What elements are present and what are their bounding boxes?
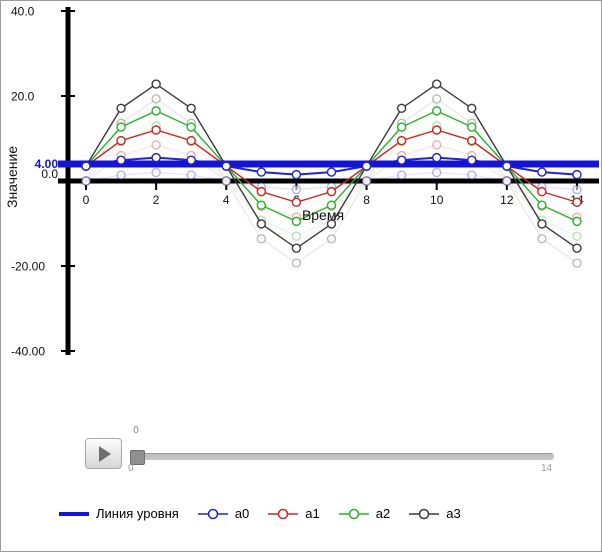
x-tick-label: 2	[153, 193, 160, 207]
x-tick-label: 4	[223, 193, 230, 207]
legend-item-a2: a2	[337, 506, 390, 521]
legend-item-a0: a0	[196, 506, 249, 521]
y-tick-label: 20.0	[11, 90, 35, 104]
y-tick-label: -20.00	[11, 260, 45, 274]
slider-min-label: 0	[128, 463, 134, 474]
slider-track[interactable]	[131, 453, 554, 460]
x-tick-label: 8	[363, 193, 370, 207]
slider-value-label: 0	[133, 425, 139, 436]
y-tick-label: -40.00	[11, 345, 45, 359]
x-tick-label: 10	[430, 193, 444, 207]
level-line-value-label: 4.00	[35, 157, 59, 171]
legend-label: a0	[234, 506, 250, 521]
series-marker-icon	[197, 508, 228, 519]
series-marker-icon	[338, 508, 369, 519]
y-axis-title: Значение	[4, 146, 20, 208]
legend-item-level-line: Линия уровня	[57, 506, 179, 521]
legend-item-a1: a1	[266, 506, 320, 521]
slider-max-label: 14	[541, 463, 553, 474]
chart-canvas: 40.020.00.0-20.00-40.00024681012144.00Вр…	[4, 5, 599, 359]
y-tick-label: 0.0	[41, 167, 58, 181]
legend-label: a3	[446, 506, 461, 521]
play-icon	[99, 445, 111, 462]
legend-label: Линия уровня	[96, 506, 179, 521]
legend: Линия уровня a0 a1 a2 a3	[57, 506, 461, 521]
play-button[interactable]	[85, 438, 122, 469]
legend-item-a3: a3	[407, 506, 461, 521]
x-tick-label: 0	[83, 193, 90, 207]
legend-label: a2	[375, 506, 391, 521]
y-tick-label: 40.0	[11, 5, 35, 19]
legend-label: a1	[305, 506, 320, 521]
level-line-swatch-icon	[59, 511, 89, 516]
slider-thumb[interactable]	[130, 450, 145, 465]
series-markers-a0	[81, 152, 582, 180]
series-marker-icon	[409, 508, 440, 519]
x-tick-label: 12	[500, 193, 514, 207]
series-marker-icon	[268, 508, 299, 519]
x-axis-title: Время	[302, 207, 344, 223]
